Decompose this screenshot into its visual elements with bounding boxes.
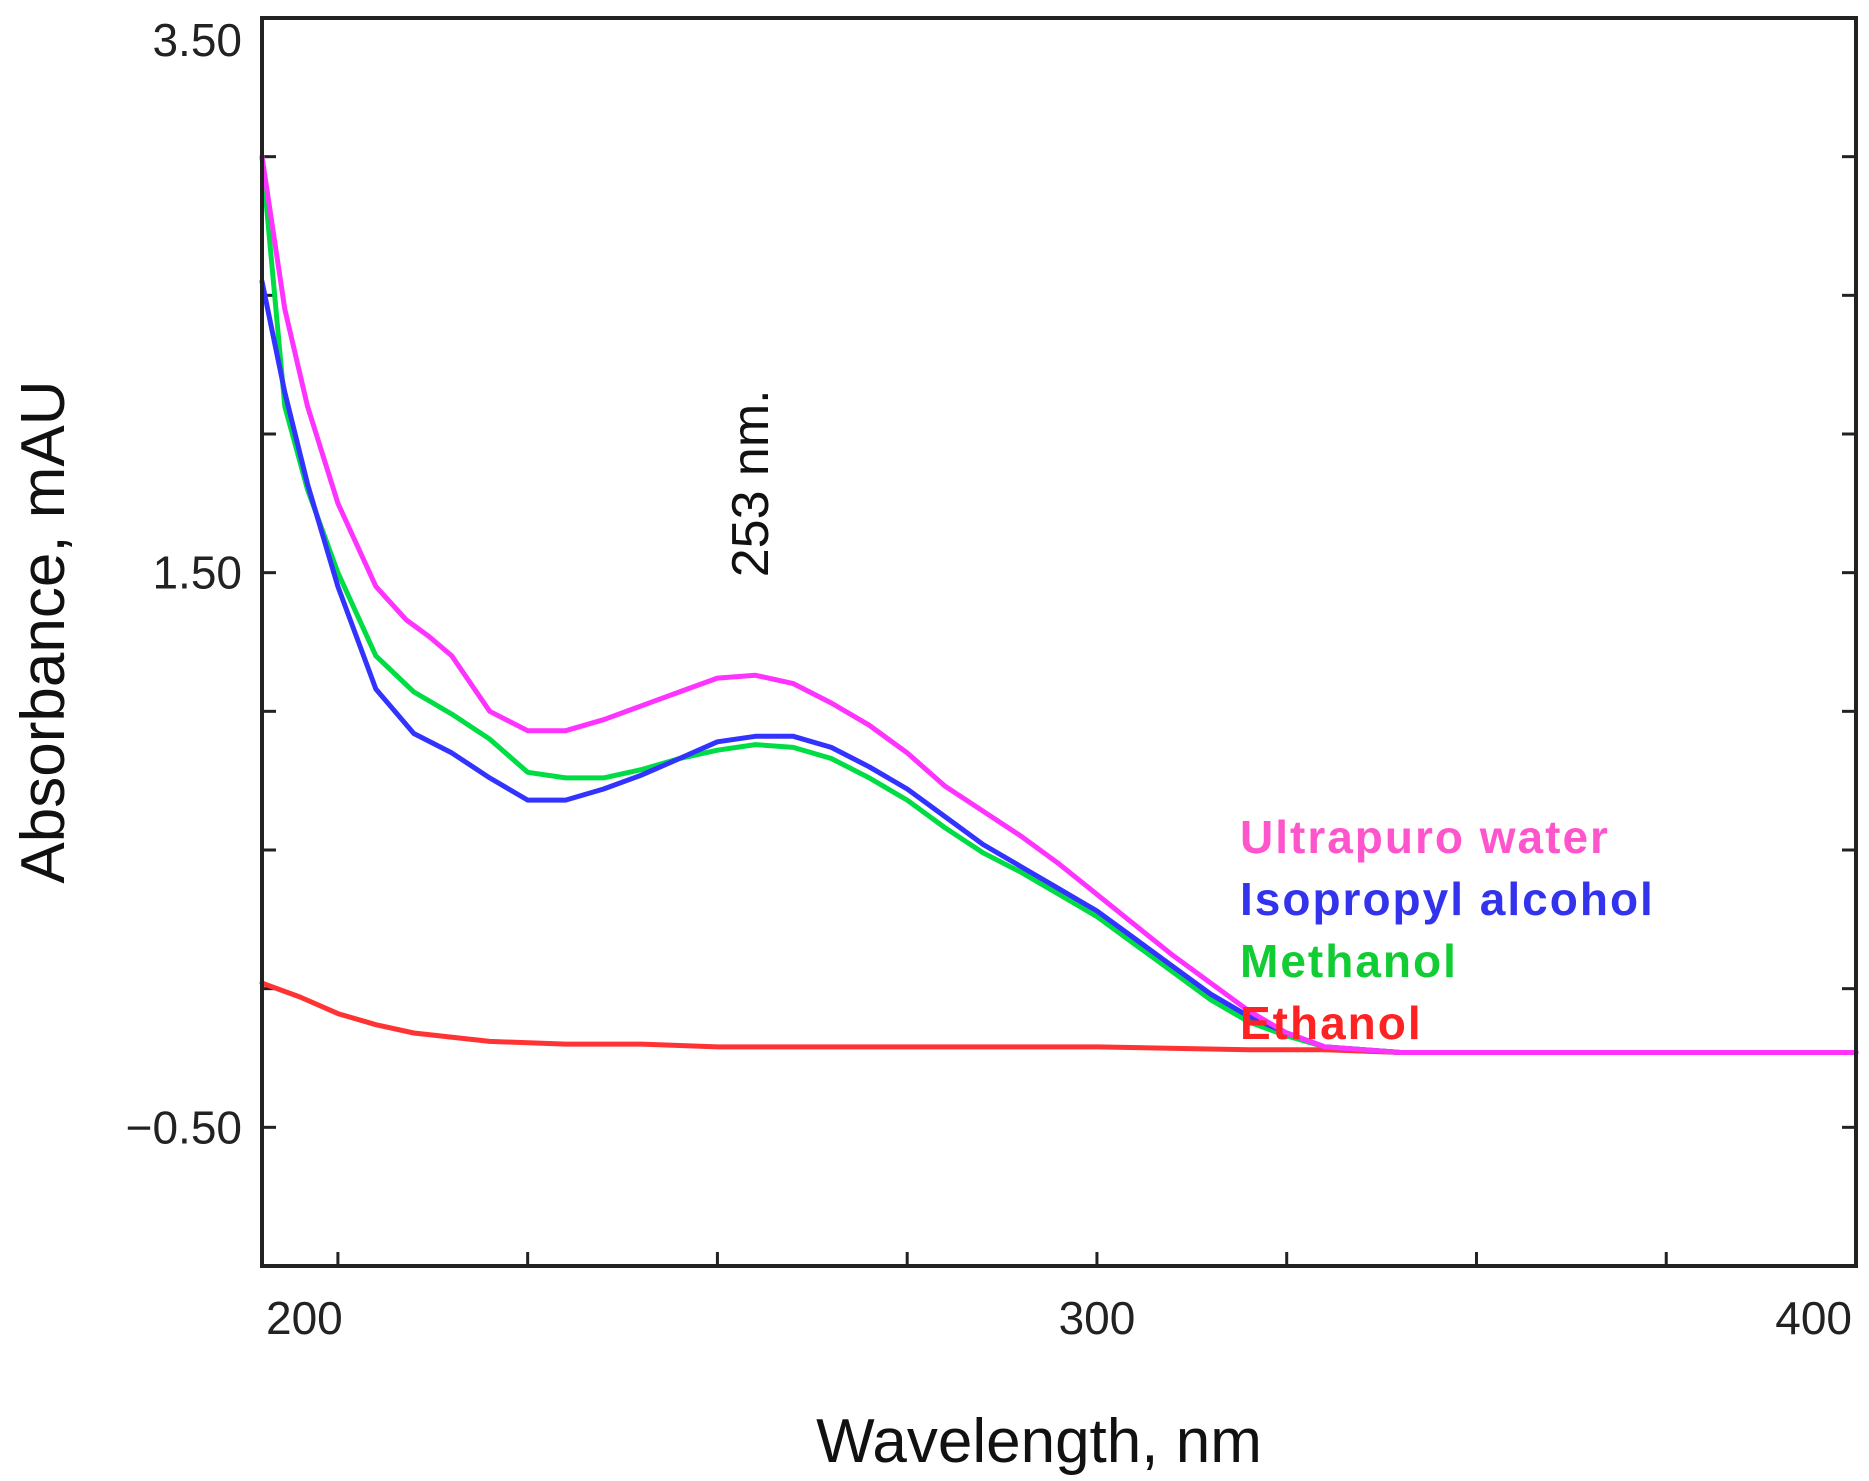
y-tick-label: −0.50 — [126, 1101, 242, 1153]
series-line-ultrapuro-water — [259, 154, 1859, 1055]
axis-ticks — [262, 16, 1858, 1268]
legend: Ultrapuro water Isopropyl alcohol Methanol… — [1240, 811, 1655, 1049]
series-line-isopropyl-alcohol — [259, 279, 1859, 1055]
series-lines — [259, 154, 1859, 1055]
x-tick-label: 400 — [1775, 1292, 1852, 1344]
legend-entry: Methanol — [1240, 935, 1458, 987]
x-tick-label: 200 — [266, 1292, 343, 1344]
legend-entry: Isopropyl alcohol — [1240, 873, 1655, 925]
series-line-ethanol — [259, 980, 1859, 1055]
x-axis-title: Wavelength, nm — [816, 1407, 1262, 1476]
y-tick-label: 1.50 — [152, 547, 242, 599]
series-line-methanol — [259, 154, 1859, 1055]
peak-annotation: 253 nm. — [722, 389, 780, 577]
x-tick-label: 300 — [1059, 1292, 1136, 1344]
legend-entry: Ultrapuro water — [1240, 811, 1610, 863]
y-axis-title: Absorbance, mAU — [9, 380, 78, 883]
plot-frame — [260, 16, 1858, 1268]
tick-labels: 200 300 400 3.50 1.50 −0.50 — [126, 14, 1852, 1344]
y-tick-label: 3.50 — [152, 14, 242, 66]
legend-entry: Ethanol — [1240, 997, 1423, 1049]
